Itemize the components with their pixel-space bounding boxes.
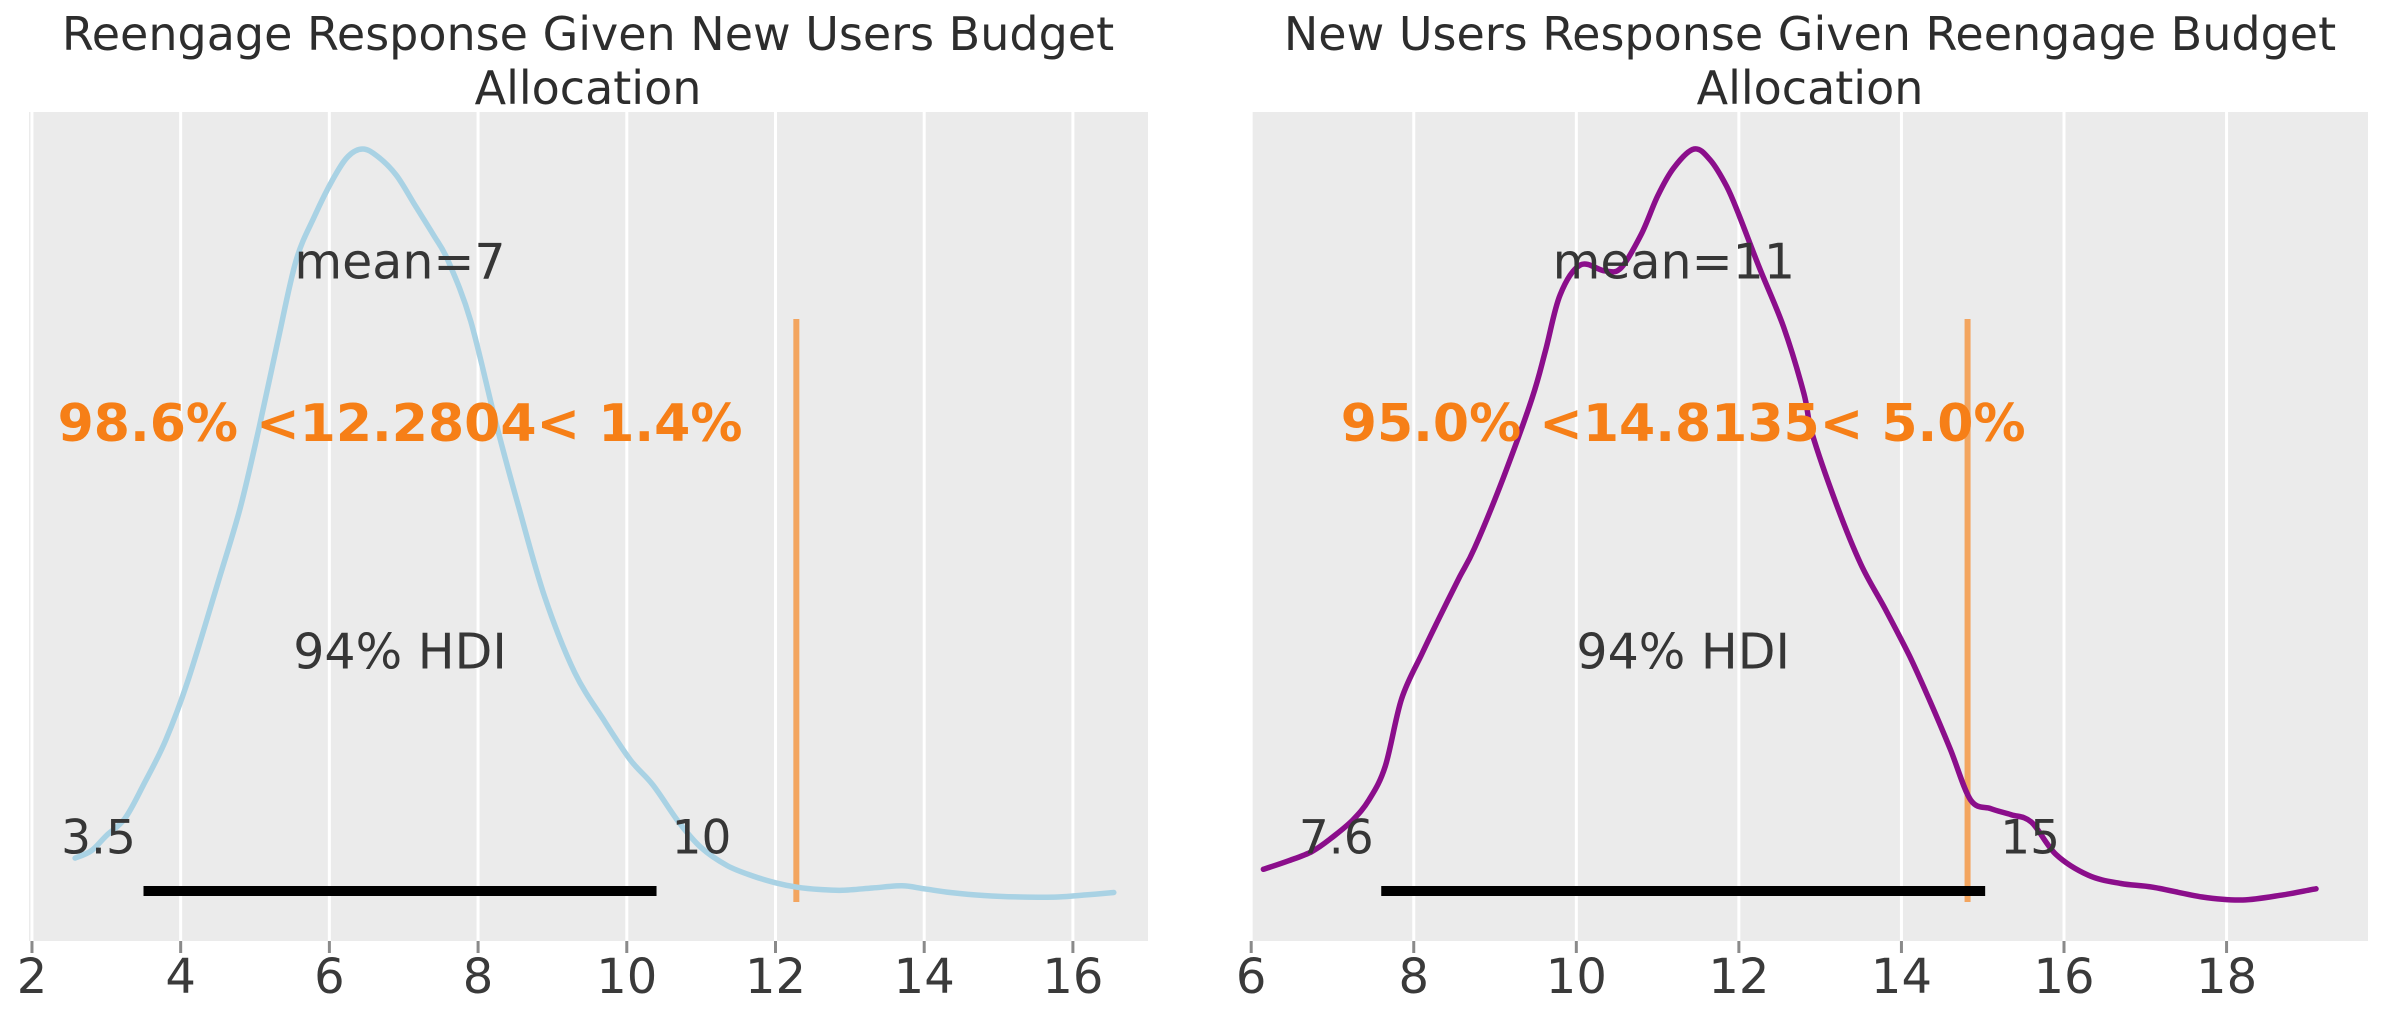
right-tick-label-8: 8 xyxy=(1398,949,1430,1005)
right-tick-label-16: 16 xyxy=(2033,949,2095,1005)
left-tick-label-10: 10 xyxy=(596,949,658,1005)
left-kde-curve xyxy=(72,146,1117,900)
right-tick-label-6: 6 xyxy=(1235,949,1267,1005)
left-tick-label-4: 4 xyxy=(165,949,196,1005)
left-mean-label: mean=7 xyxy=(294,233,506,291)
left-hdi-title-label: 94% HDI xyxy=(293,623,507,681)
left-tick-label-6: 6 xyxy=(314,949,345,1005)
right-plot-title-line2: Allocation xyxy=(1696,61,1924,115)
left-plot-title-line2: Allocation xyxy=(474,61,702,115)
left-tick-label-16: 16 xyxy=(1042,949,1104,1005)
right-hdi-bar xyxy=(1381,886,1986,896)
right-hdi-title-label: 94% HDI xyxy=(1576,623,1790,681)
right-hdi-lower-label: 7.6 xyxy=(1298,810,1374,866)
right-plot-area xyxy=(1252,112,2368,941)
right-kde-curve xyxy=(1260,146,2319,903)
right-plot-title-line1: New Users Response Given Reengage Budget xyxy=(1283,7,2337,61)
left-tick-label-2: 2 xyxy=(16,949,48,1005)
right-tick-label-18: 18 xyxy=(2196,949,2258,1005)
left-hdi-lower-label: 3.5 xyxy=(61,810,136,866)
left-hdi-upper-label: 10 xyxy=(671,810,732,866)
right-mean-label: mean=11 xyxy=(1552,233,1796,291)
left-plot-area xyxy=(29,112,1148,941)
right-tick-label-14: 14 xyxy=(1870,949,1932,1005)
right-hdi-upper-label: 15 xyxy=(2000,810,2061,866)
left-tick-label-12: 12 xyxy=(744,949,807,1005)
right-tick-label-10: 10 xyxy=(1545,949,1607,1005)
left-plot-title-line1: Reengage Response Given New Users Budget xyxy=(61,7,1115,61)
left-tick-label-14: 14 xyxy=(893,949,955,1005)
left-ref-value-label: 98.6% <12.2804< 1.4% xyxy=(57,394,743,454)
left-hdi-bar xyxy=(143,886,657,896)
right-tick-label-12: 12 xyxy=(1708,949,1770,1005)
left-tick-label-8: 8 xyxy=(462,949,494,1005)
right-ref-value-label: 95.0% <14.8135< 5.0% xyxy=(1340,394,2026,454)
